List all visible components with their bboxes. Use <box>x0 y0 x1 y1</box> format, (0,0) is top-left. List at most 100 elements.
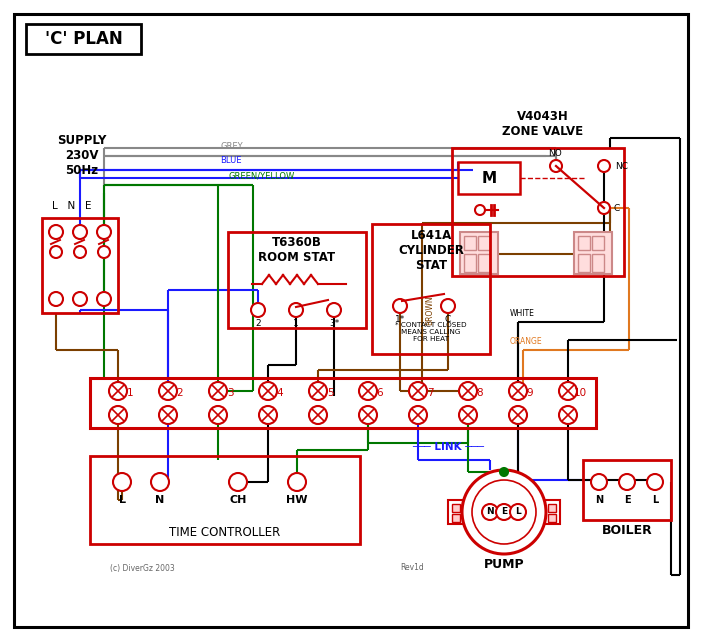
Circle shape <box>209 406 227 424</box>
Text: SUPPLY
230V
50Hz: SUPPLY 230V 50Hz <box>58 133 107 176</box>
Bar <box>583 460 671 520</box>
Circle shape <box>49 225 63 239</box>
Text: L: L <box>119 495 126 505</box>
Circle shape <box>591 474 607 490</box>
Text: NC: NC <box>615 162 628 171</box>
Text: C: C <box>445 315 451 324</box>
Text: E: E <box>501 508 507 517</box>
Text: BOILER: BOILER <box>602 524 652 537</box>
Bar <box>578 236 590 250</box>
Circle shape <box>109 406 127 424</box>
Circle shape <box>475 205 485 215</box>
Circle shape <box>559 406 577 424</box>
Circle shape <box>109 382 127 400</box>
Text: 1: 1 <box>293 319 299 328</box>
Circle shape <box>209 382 227 400</box>
Circle shape <box>159 382 177 400</box>
Text: Rev1d: Rev1d <box>400 563 424 572</box>
Text: M: M <box>482 171 496 185</box>
Circle shape <box>73 225 87 239</box>
Bar <box>578 254 590 272</box>
Circle shape <box>229 473 247 491</box>
Bar <box>548 514 556 522</box>
Circle shape <box>500 468 508 476</box>
Circle shape <box>559 382 577 400</box>
Circle shape <box>459 406 477 424</box>
Circle shape <box>598 202 610 214</box>
Circle shape <box>462 470 546 554</box>
Text: 9: 9 <box>526 388 534 398</box>
Circle shape <box>50 246 62 258</box>
Text: TIME CONTROLLER: TIME CONTROLLER <box>169 526 281 540</box>
Bar <box>592 236 604 250</box>
Bar <box>90 456 360 544</box>
Text: N: N <box>155 495 165 505</box>
Text: 3: 3 <box>227 388 233 398</box>
Circle shape <box>289 303 303 317</box>
Text: 2: 2 <box>177 388 183 398</box>
Text: BLUE: BLUE <box>220 156 241 165</box>
Text: V4043H
ZONE VALVE: V4043H ZONE VALVE <box>503 110 583 138</box>
Bar <box>452 148 624 276</box>
Circle shape <box>359 406 377 424</box>
Circle shape <box>74 246 86 258</box>
Circle shape <box>409 382 427 400</box>
Bar <box>464 236 476 250</box>
Text: 2: 2 <box>256 319 261 328</box>
Bar <box>544 500 560 524</box>
Text: (c) DiverGz 2003: (c) DiverGz 2003 <box>110 563 175 572</box>
Text: L641A
CYLINDER
STAT: L641A CYLINDER STAT <box>398 228 464 272</box>
Circle shape <box>550 160 562 172</box>
Bar <box>90 378 596 428</box>
Text: L: L <box>515 508 521 517</box>
Circle shape <box>472 480 536 544</box>
Text: C: C <box>614 203 621 213</box>
Circle shape <box>327 303 341 317</box>
Text: 7: 7 <box>427 388 433 398</box>
Text: 5: 5 <box>326 388 333 398</box>
Circle shape <box>251 303 265 317</box>
Bar <box>574 232 612 274</box>
Circle shape <box>309 382 327 400</box>
Text: PUMP: PUMP <box>484 558 524 570</box>
Bar <box>458 162 520 194</box>
Text: GREEN/YELLOW: GREEN/YELLOW <box>228 171 294 180</box>
Text: 10: 10 <box>574 388 587 398</box>
Text: 1*: 1* <box>395 315 405 324</box>
Bar <box>42 218 118 313</box>
Circle shape <box>510 504 526 520</box>
Circle shape <box>49 292 63 306</box>
Text: 4: 4 <box>277 388 284 398</box>
Bar <box>452 504 460 512</box>
Circle shape <box>97 225 111 239</box>
Circle shape <box>151 473 169 491</box>
Text: N: N <box>486 508 494 517</box>
Text: ORANGE: ORANGE <box>510 337 543 346</box>
Text: N: N <box>595 495 603 505</box>
Circle shape <box>73 292 87 306</box>
Circle shape <box>459 382 477 400</box>
Text: 1: 1 <box>126 388 133 398</box>
Text: E: E <box>623 495 630 505</box>
Bar <box>464 254 476 272</box>
Circle shape <box>496 504 512 520</box>
Circle shape <box>482 504 498 520</box>
Text: * CONTACT CLOSED
MEANS CALLING
FOR HEAT: * CONTACT CLOSED MEANS CALLING FOR HEAT <box>395 322 467 342</box>
Bar <box>478 236 490 250</box>
Text: WHITE: WHITE <box>510 309 535 318</box>
Text: L: L <box>652 495 658 505</box>
Circle shape <box>598 160 610 172</box>
Circle shape <box>288 473 306 491</box>
Circle shape <box>509 406 527 424</box>
Text: T6360B
ROOM STAT: T6360B ROOM STAT <box>258 236 336 264</box>
Bar <box>592 254 604 272</box>
Text: CH: CH <box>230 495 246 505</box>
Circle shape <box>309 406 327 424</box>
Bar <box>478 254 490 272</box>
Text: L   N   E: L N E <box>52 201 92 211</box>
Text: 3*: 3* <box>329 319 339 328</box>
Circle shape <box>509 382 527 400</box>
Circle shape <box>393 299 407 313</box>
Circle shape <box>647 474 663 490</box>
Circle shape <box>113 473 131 491</box>
